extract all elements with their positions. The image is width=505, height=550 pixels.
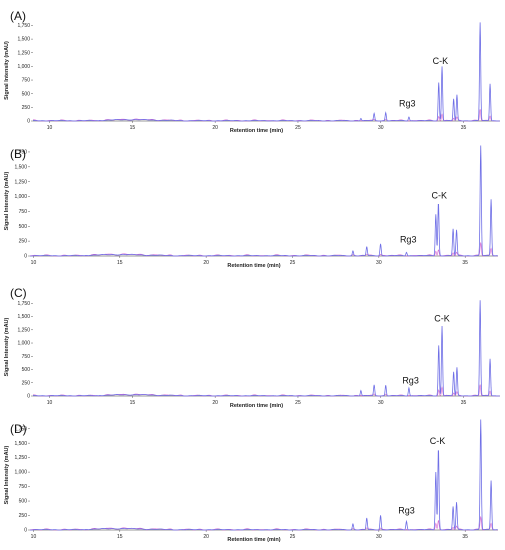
y-tick-label: 500 bbox=[19, 499, 28, 505]
series-line-secondary bbox=[29, 516, 498, 531]
y-tick-label: 1,750 bbox=[17, 23, 30, 29]
y-tick-label: 0 bbox=[24, 528, 27, 534]
chart-panel-d: (D) 0 250 500 750 1,000 1,250 1,500 1,750 10 15 20 2… bbox=[4, 419, 498, 543]
annotation-rg3: Rg3 bbox=[399, 98, 416, 108]
annotation-rg3: Rg3 bbox=[400, 235, 417, 245]
x-tick-label: 25 bbox=[295, 125, 301, 131]
x-tick-label: 30 bbox=[376, 260, 382, 266]
y-tick-label: 1,000 bbox=[17, 341, 30, 347]
y-tick-label: 0 bbox=[27, 119, 30, 125]
x-tick-label: 15 bbox=[117, 260, 123, 266]
y-tick-label: 500 bbox=[22, 91, 31, 97]
y-tick-label: 750 bbox=[19, 209, 28, 215]
x-tick-label: 10 bbox=[31, 534, 37, 540]
y-tick-label: 750 bbox=[22, 354, 31, 360]
y-tick-label: 250 bbox=[19, 239, 28, 245]
x-tick-label: 35 bbox=[462, 534, 468, 540]
panel-label: (A) bbox=[10, 9, 26, 23]
y-axis-title: Signal Intensity (mAU) bbox=[4, 41, 10, 100]
y-tick-label: 500 bbox=[22, 367, 31, 373]
y-axis-title: Signal Intensity (mAU) bbox=[4, 317, 10, 376]
x-tick-label: 10 bbox=[47, 125, 53, 131]
x-tick-label: 20 bbox=[203, 534, 209, 540]
x-tick-label: 15 bbox=[130, 125, 136, 131]
series-line-secondary bbox=[32, 384, 500, 397]
y-tick-label: 0 bbox=[27, 394, 30, 400]
y-tick-label: 0 bbox=[24, 254, 27, 260]
panel-label: (D) bbox=[10, 422, 27, 436]
x-tick-label: 15 bbox=[117, 534, 123, 540]
x-axis-title: Retention time (min) bbox=[230, 128, 283, 134]
annotation-c-k: C-K bbox=[434, 313, 450, 323]
y-tick-label: 1,500 bbox=[14, 441, 27, 447]
x-axis-title: Retention time (min) bbox=[230, 403, 283, 409]
panel-label: (C) bbox=[10, 286, 27, 300]
x-tick-label: 30 bbox=[378, 125, 384, 131]
y-tick-label: 250 bbox=[19, 513, 28, 519]
y-tick-label: 1,250 bbox=[17, 327, 30, 333]
x-axis-title: Retention time (min) bbox=[227, 263, 280, 269]
y-tick-label: 250 bbox=[22, 105, 31, 111]
panel-label: (B) bbox=[10, 147, 26, 161]
x-tick-label: 35 bbox=[462, 260, 468, 266]
chart-panel-b: (B) 0 250 500 750 1,000 1,250 1,500 1,750 10 15 20 2… bbox=[4, 145, 498, 269]
y-tick-label: 500 bbox=[19, 224, 28, 230]
y-tick-label: 1,500 bbox=[17, 314, 30, 320]
annotation-c-k: C-K bbox=[430, 436, 446, 446]
annotation-c-k: C-K bbox=[433, 56, 449, 66]
series-line-secondary bbox=[32, 109, 500, 122]
chart-panel-a: (A) 0 250 500 750 1,000 1,250 1,500 1,750 10 15 20 2… bbox=[4, 9, 500, 134]
y-tick-label: 250 bbox=[22, 380, 31, 386]
x-axis-title: Retention time (min) bbox=[227, 537, 280, 543]
annotation-rg3: Rg3 bbox=[402, 375, 419, 385]
series-line-main bbox=[30, 419, 498, 531]
y-tick-label: 1,750 bbox=[14, 150, 27, 156]
y-tick-label: 1,250 bbox=[17, 50, 30, 56]
y-tick-label: 1,500 bbox=[14, 164, 27, 170]
y-tick-label: 750 bbox=[22, 78, 31, 84]
x-tick-label: 10 bbox=[47, 400, 53, 406]
chart-panel-c: (C) 0 250 500 750 1,000 1,250 1,500 1,750 10 15 20 2… bbox=[4, 286, 500, 409]
x-tick-label: 20 bbox=[212, 125, 218, 131]
x-tick-label: 15 bbox=[130, 400, 136, 406]
x-tick-label: 35 bbox=[461, 125, 467, 131]
x-tick-label: 20 bbox=[203, 260, 209, 266]
annotation-c-k: C-K bbox=[432, 191, 448, 201]
y-tick-label: 1,000 bbox=[17, 64, 30, 70]
annotation-rg3: Rg3 bbox=[398, 506, 415, 516]
y-tick-label: 1,250 bbox=[14, 179, 27, 185]
y-tick-label: 1,000 bbox=[14, 194, 27, 200]
x-tick-label: 25 bbox=[295, 400, 301, 406]
series-line-main bbox=[33, 22, 500, 122]
y-tick-label: 1,250 bbox=[14, 455, 27, 461]
series-line-main bbox=[33, 300, 500, 397]
x-tick-label: 35 bbox=[461, 400, 467, 406]
y-tick-label: 1,500 bbox=[17, 37, 30, 43]
y-tick-label: 1,000 bbox=[14, 470, 27, 476]
y-tick-label: 1,750 bbox=[17, 301, 30, 307]
x-tick-label: 20 bbox=[212, 400, 218, 406]
y-tick-label: 1,750 bbox=[14, 426, 27, 432]
x-tick-label: 25 bbox=[290, 534, 296, 540]
x-tick-label: 25 bbox=[290, 260, 296, 266]
x-tick-label: 30 bbox=[376, 534, 382, 540]
series-line-main bbox=[30, 145, 498, 257]
series-line-secondary bbox=[29, 242, 498, 257]
y-tick-label: 750 bbox=[19, 484, 28, 490]
x-tick-label: 30 bbox=[378, 400, 384, 406]
x-tick-label: 10 bbox=[31, 260, 37, 266]
y-axis-title: Signal Intensity (mAU) bbox=[4, 445, 10, 504]
y-axis-title: Signal Intensity (mAU) bbox=[4, 171, 10, 230]
